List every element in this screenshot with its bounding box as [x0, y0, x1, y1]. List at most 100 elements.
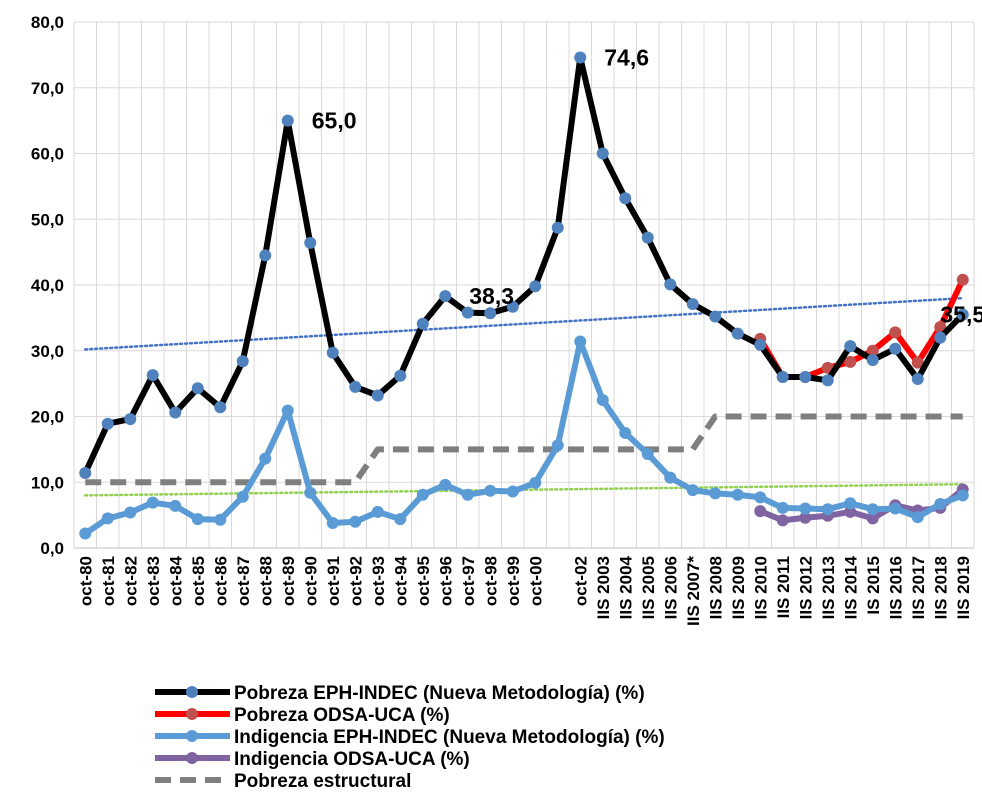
- data-point: [394, 369, 407, 382]
- x-tick-label: oct-96: [436, 556, 455, 606]
- data-point: [484, 484, 497, 497]
- data-point: [259, 249, 272, 262]
- data-point: [844, 505, 857, 518]
- x-tick-label: IIS 2017: [909, 556, 928, 619]
- data-point: [214, 401, 227, 414]
- data-point: [236, 355, 249, 368]
- data-label: 35,5: [940, 302, 982, 328]
- x-tick-label: oct-89: [279, 556, 298, 606]
- data-label: 74,6: [604, 45, 649, 71]
- data-point: [731, 488, 744, 501]
- x-tick-label: IIS 2004: [616, 555, 635, 619]
- data-point: [124, 506, 137, 519]
- data-point: [281, 404, 294, 417]
- x-tick-label: IIS 2016: [886, 556, 905, 619]
- legend-label: Pobreza ODSA-UCA (%): [234, 705, 450, 726]
- data-point: [686, 298, 699, 311]
- x-tick-label: oct-91: [324, 556, 343, 606]
- data-point: [844, 340, 857, 353]
- x-tick-label: oct-85: [189, 556, 208, 606]
- data-point: [236, 490, 249, 503]
- data-point: [214, 513, 227, 526]
- data-point: [191, 513, 204, 526]
- data-point: [416, 317, 429, 330]
- y-tick-label: 60,0: [31, 145, 64, 164]
- data-point: [821, 374, 834, 387]
- data-point: [79, 527, 92, 540]
- data-point: [799, 502, 812, 515]
- data-point: [776, 371, 789, 384]
- data-point: [866, 503, 879, 516]
- data-point: [844, 355, 857, 368]
- data-point: [371, 389, 384, 402]
- data-point: [416, 488, 429, 501]
- data-point: [709, 310, 722, 323]
- data-point: [686, 484, 699, 497]
- data-point: [146, 369, 159, 382]
- x-tick-label: IIS 2013: [819, 556, 838, 619]
- data-point: [304, 486, 317, 499]
- data-point: [911, 356, 924, 369]
- data-point: [731, 327, 744, 340]
- data-point: [754, 338, 767, 351]
- x-tick-label: IIS 2012: [796, 556, 815, 619]
- x-tick-label: IIS 2018: [931, 556, 950, 619]
- data-point: [461, 306, 474, 319]
- data-point: [124, 413, 137, 426]
- data-point: [439, 478, 452, 491]
- legend-label: Indigencia EPH-INDEC (Nueva Metodología)…: [234, 727, 665, 748]
- x-tick-label: oct-86: [211, 556, 230, 606]
- data-label: 65,0: [312, 108, 357, 134]
- series-line: [82, 54, 965, 475]
- data-point: [79, 467, 92, 480]
- y-tick-label: 10,0: [31, 473, 64, 492]
- x-tick-label: IIS 2014: [841, 555, 860, 619]
- data-point: [619, 192, 632, 205]
- data-point: [776, 514, 789, 527]
- data-point: [866, 344, 879, 357]
- x-tick-label: oct-87: [234, 556, 253, 606]
- x-tick-label: IIS 2011: [774, 556, 793, 618]
- y-tick-label: 30,0: [31, 342, 64, 361]
- data-point: [349, 380, 362, 393]
- y-tick-label: 20,0: [31, 408, 64, 427]
- x-tick-label: oct-02: [571, 556, 590, 606]
- legend-label: Pobreza EPH-INDEC (Nueva Metodología) (%…: [234, 683, 645, 704]
- data-point: [821, 503, 834, 516]
- data-point: [326, 346, 339, 359]
- data-point: [574, 51, 587, 64]
- trend-line: [84, 296, 964, 351]
- x-tick-label: IIS 2007*: [684, 556, 703, 626]
- data-point: [619, 426, 632, 439]
- data-point: [889, 342, 902, 355]
- x-tick-label: oct-98: [481, 556, 500, 606]
- data-point: [934, 331, 947, 344]
- x-tick-label: oct-82: [121, 556, 140, 606]
- x-tick-label: oct-95: [414, 556, 433, 606]
- data-point: [664, 278, 677, 291]
- x-tick-label: IIS 2008: [706, 556, 725, 619]
- data-point: [506, 300, 519, 313]
- x-tick-label: oct-94: [391, 555, 410, 606]
- data-point: [596, 147, 609, 160]
- x-tick-label: oct-90: [301, 556, 320, 606]
- data-point: [844, 497, 857, 510]
- x-tick-label: IS 2015: [864, 556, 883, 615]
- legend-marker: [186, 708, 198, 720]
- data-point: [641, 447, 654, 460]
- data-point: [754, 505, 767, 518]
- x-tick-label: IIS 2010: [751, 556, 770, 619]
- data-point: [529, 280, 542, 293]
- y-tick-label: 0,0: [40, 539, 64, 558]
- y-tick-label: 40,0: [31, 276, 64, 295]
- data-point: [484, 307, 497, 320]
- data-point: [754, 491, 767, 504]
- data-point: [889, 326, 902, 339]
- data-point: [934, 321, 947, 334]
- data-point: [371, 505, 384, 518]
- data-point: [911, 511, 924, 524]
- data-point: [866, 512, 879, 525]
- data-point: [259, 452, 272, 465]
